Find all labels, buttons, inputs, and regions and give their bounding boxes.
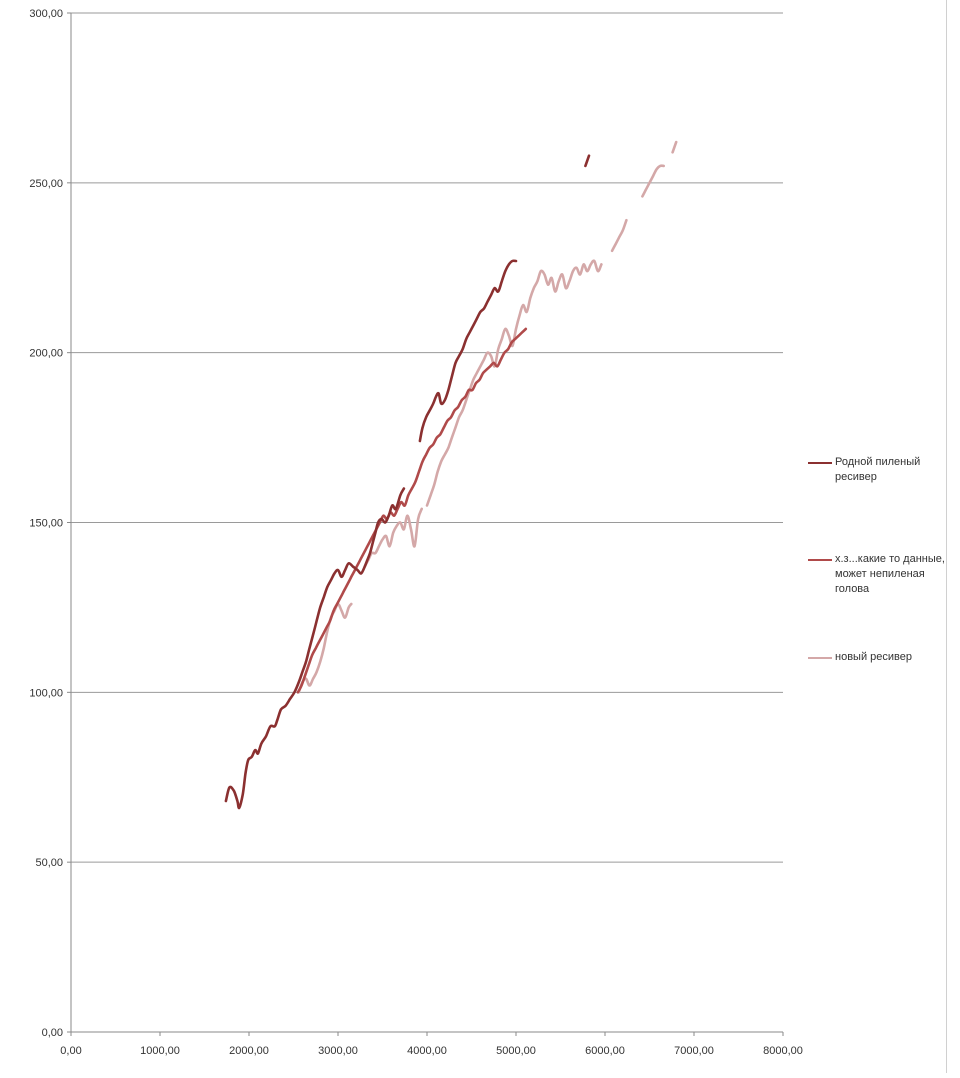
series-3-line-segment-2 — [363, 507, 423, 568]
axes: 0,00 50,00 100,00 150,00 200,00 250,00 300,00 0… — [29, 8, 803, 1057]
legend-swatch-series-3 — [808, 657, 832, 659]
series-2-line-segment-1 — [296, 327, 528, 694]
frame-border — [946, 0, 947, 1073]
series-3-line-segment-4 — [610, 218, 628, 253]
x-tick-label: 4000,00 — [407, 1045, 447, 1057]
y-tick-label: 250,00 — [29, 178, 63, 190]
y-tick-label: 50,00 — [35, 857, 63, 869]
series-1-line-segment-2 — [418, 259, 518, 443]
series-3-line-segment-1 — [297, 602, 353, 694]
x-tick-label: 1000,00 — [140, 1045, 180, 1057]
x-tick-label: 3000,00 — [318, 1045, 358, 1057]
x-tick-label: 0,00 — [60, 1045, 81, 1057]
legend-label-series-3: новый ресивер — [835, 651, 912, 663]
x-tick-label: 5000,00 — [496, 1045, 536, 1057]
y-tick-label: 200,00 — [29, 348, 63, 360]
y-tick-label: 100,00 — [29, 687, 63, 699]
legend-label-series-2: х.з...какие то данные, может непиленая г… — [835, 553, 945, 595]
gridlines — [71, 12, 783, 863]
y-tick-label: 150,00 — [29, 518, 63, 530]
legend-swatch-series-1 — [808, 462, 832, 464]
x-tick-label: 6000,00 — [585, 1045, 625, 1057]
y-tick-label: 0,00 — [42, 1027, 63, 1039]
series-1-line-segment-1 — [224, 487, 406, 810]
x-tick-label: 7000,00 — [674, 1045, 714, 1057]
series-1-line-segment-3 — [584, 154, 591, 168]
legend-label-series-1: Родной пиленый ресивер — [835, 456, 921, 483]
series-lines — [224, 140, 678, 810]
x-tick-label: 8000,00 — [763, 1045, 803, 1057]
y-tick-label: 300,00 — [29, 8, 63, 20]
series-3-line-segment-3 — [425, 259, 603, 507]
legend-swatch-series-2 — [808, 559, 832, 561]
series-3-line-segment-6 — [671, 140, 678, 154]
series-3-line-segment-5 — [641, 164, 665, 198]
x-tick-label: 2000,00 — [229, 1045, 269, 1057]
